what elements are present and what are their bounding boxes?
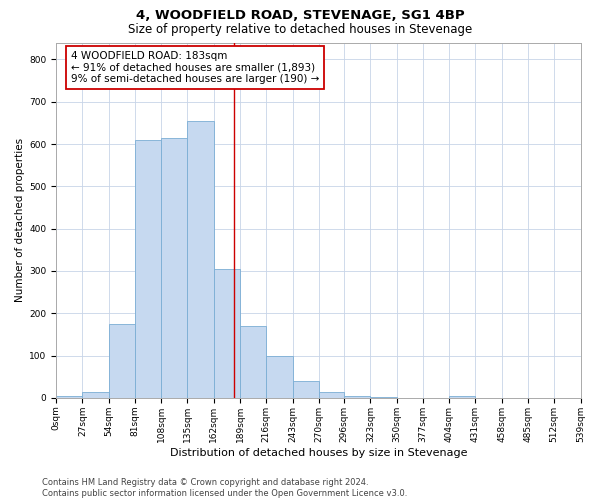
- Bar: [82, 392, 109, 398]
- Bar: [161, 138, 187, 398]
- Bar: [135, 140, 161, 398]
- Text: Size of property relative to detached houses in Stevenage: Size of property relative to detached ho…: [128, 22, 472, 36]
- Bar: [293, 381, 319, 398]
- Bar: [187, 121, 214, 398]
- Text: 4 WOODFIELD ROAD: 183sqm
← 91% of detached houses are smaller (1,893)
9% of semi: 4 WOODFIELD ROAD: 183sqm ← 91% of detach…: [71, 51, 319, 84]
- Bar: [214, 269, 240, 398]
- Bar: [319, 392, 344, 398]
- Bar: [449, 396, 475, 398]
- Bar: [370, 397, 397, 398]
- Bar: [109, 324, 135, 398]
- X-axis label: Distribution of detached houses by size in Stevenage: Distribution of detached houses by size …: [170, 448, 467, 458]
- Bar: [266, 356, 293, 398]
- Text: 4, WOODFIELD ROAD, STEVENAGE, SG1 4BP: 4, WOODFIELD ROAD, STEVENAGE, SG1 4BP: [136, 9, 464, 22]
- Bar: [240, 326, 266, 398]
- Bar: [56, 396, 82, 398]
- Y-axis label: Number of detached properties: Number of detached properties: [15, 138, 25, 302]
- Bar: [344, 396, 370, 398]
- Text: Contains HM Land Registry data © Crown copyright and database right 2024.
Contai: Contains HM Land Registry data © Crown c…: [42, 478, 407, 498]
